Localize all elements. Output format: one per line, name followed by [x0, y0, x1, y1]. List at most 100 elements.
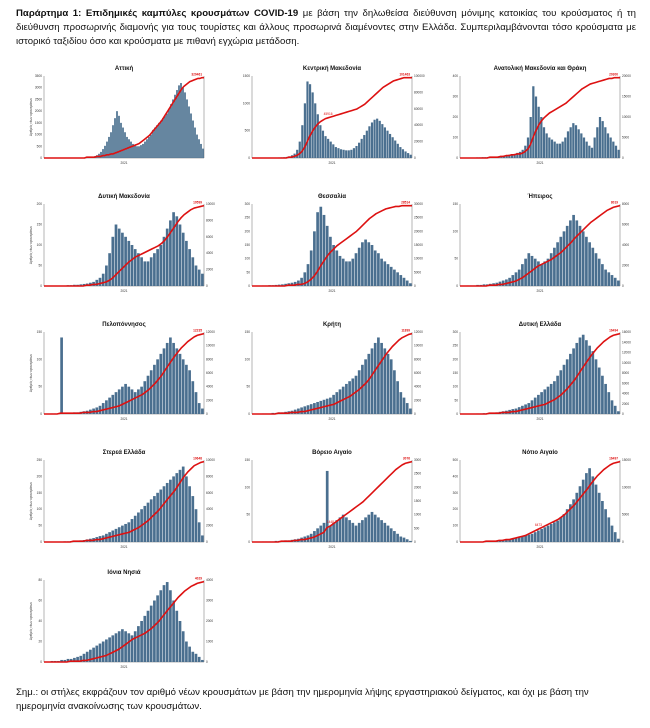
bar [613, 532, 617, 542]
bar [165, 342, 169, 414]
bar [95, 645, 99, 662]
y2-tick-label: 2000 [206, 619, 213, 623]
y-tick-label: 200 [37, 474, 43, 478]
bar [604, 509, 607, 542]
bar [200, 143, 202, 158]
bar [146, 139, 148, 158]
y-tick-label: 100 [453, 136, 459, 140]
bar [281, 284, 284, 286]
bar [572, 123, 575, 158]
bar [149, 605, 153, 662]
y2-tick-label: 8000 [622, 202, 629, 206]
bar [549, 383, 553, 414]
y2-tick-label: 0 [622, 412, 624, 416]
bar [181, 466, 185, 542]
bar [574, 125, 578, 158]
y2-tick-label: 6000 [622, 223, 629, 227]
bar [102, 149, 104, 158]
y2-tick-label: 4000 [206, 251, 213, 255]
y-tick-label: 100 [245, 485, 251, 489]
y-tick-label: 250 [245, 216, 251, 220]
bar [316, 212, 319, 286]
caption-lead: Παράρτημα 1: Επιδημικές καμπύλες κρουσμά… [16, 8, 299, 19]
y-tick-label: 1500 [35, 121, 42, 125]
bar [156, 125, 158, 158]
bar [79, 655, 83, 662]
y2-tick-label: 4000 [206, 507, 213, 511]
bar [178, 353, 182, 414]
bar [306, 405, 310, 414]
bar [510, 154, 514, 158]
bar [300, 277, 303, 286]
bar [138, 146, 140, 158]
bar [140, 257, 143, 286]
y2-tick-label: 60000 [414, 107, 423, 111]
bar [601, 501, 604, 542]
bar [130, 141, 132, 158]
bar [162, 348, 166, 414]
bar [153, 496, 156, 542]
y2-tick-label: 4000 [622, 392, 629, 396]
chart-panel: Νότιο Αιγαίο 0 100 200 300 400 500 0 5000 10000 15… [438, 446, 638, 556]
bar [95, 279, 99, 286]
bar [327, 138, 330, 158]
bar [617, 280, 620, 286]
bar [101, 641, 105, 662]
bar [601, 264, 604, 286]
bar [321, 130, 325, 158]
y-tick-label: 1000 [35, 133, 42, 137]
bar [132, 143, 134, 158]
bar [606, 133, 610, 158]
y2-tick-label: 5000 [622, 136, 629, 140]
bar [98, 277, 102, 286]
bar [399, 392, 403, 414]
bar [351, 522, 355, 542]
bar [581, 231, 585, 286]
bar [117, 228, 121, 286]
bar [505, 540, 508, 542]
bar [169, 337, 172, 414]
bar [337, 148, 340, 158]
bar [169, 220, 172, 286]
bar [370, 122, 374, 158]
bar [124, 132, 126, 158]
bar [114, 392, 118, 414]
bar [176, 90, 178, 158]
bar [534, 96, 538, 158]
y2-tick-label: 0 [414, 284, 416, 288]
bar [185, 240, 188, 286]
chart-panel: Στερεά Ελλάδα 0 50 100 150 200 250 0 2000 4000 600… [22, 446, 222, 556]
y2-tick-label: 3000 [206, 599, 213, 603]
bar [175, 348, 179, 414]
bar [482, 284, 486, 286]
y2-tick-label: 2000 [206, 524, 213, 528]
y-tick-label: 200 [453, 507, 459, 511]
bar [156, 595, 159, 662]
bar [188, 486, 191, 542]
bar [350, 149, 353, 158]
cumulative-line [252, 332, 413, 415]
y2-tick-label: 0 [622, 156, 624, 160]
y-tick-label: 100 [37, 507, 43, 511]
bar [108, 136, 110, 158]
bar [380, 520, 383, 542]
bar [529, 117, 532, 158]
y2-tick-label: 6000 [414, 371, 421, 375]
bar [124, 383, 127, 414]
bar [143, 381, 147, 414]
y-tick-label: 3500 [35, 74, 42, 78]
y-tick-label: 250 [453, 344, 459, 348]
y2-tick-label: 20000 [414, 140, 423, 144]
bar [543, 389, 547, 414]
bar [104, 145, 106, 158]
y-tick-label: 0 [40, 284, 42, 288]
bar [581, 334, 585, 414]
bar [377, 517, 380, 542]
cumulative-total-label: 28514 [401, 201, 410, 205]
bar [164, 115, 166, 158]
bar [533, 397, 537, 414]
bar [175, 610, 179, 662]
chart-title: Ανατολική Μακεδονία και Θράκη [494, 66, 587, 72]
cumulative-line [44, 580, 205, 663]
bar [543, 261, 547, 286]
